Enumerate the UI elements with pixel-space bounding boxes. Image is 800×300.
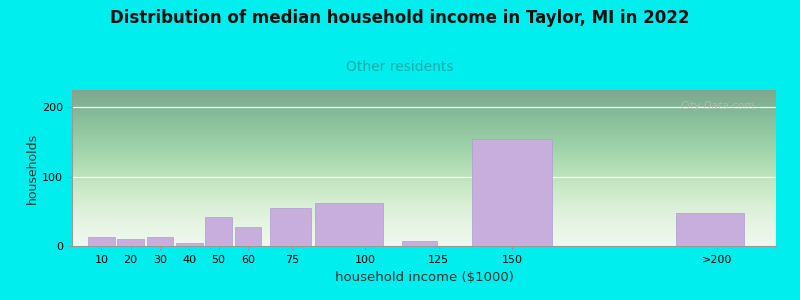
Bar xyxy=(270,208,310,246)
Bar xyxy=(205,217,232,246)
Bar xyxy=(315,203,383,246)
Bar xyxy=(471,139,553,246)
Text: Other residents: Other residents xyxy=(346,60,454,74)
Bar xyxy=(234,226,262,246)
Bar xyxy=(176,242,203,246)
Bar xyxy=(676,213,744,246)
Bar xyxy=(146,237,174,246)
Bar xyxy=(402,241,437,246)
X-axis label: household income ($1000): household income ($1000) xyxy=(334,271,514,284)
Text: Distribution of median household income in Taylor, MI in 2022: Distribution of median household income … xyxy=(110,9,690,27)
Bar xyxy=(88,237,115,246)
Bar xyxy=(117,239,144,246)
Y-axis label: households: households xyxy=(26,132,39,204)
Text: City-Data.com: City-Data.com xyxy=(681,101,755,111)
